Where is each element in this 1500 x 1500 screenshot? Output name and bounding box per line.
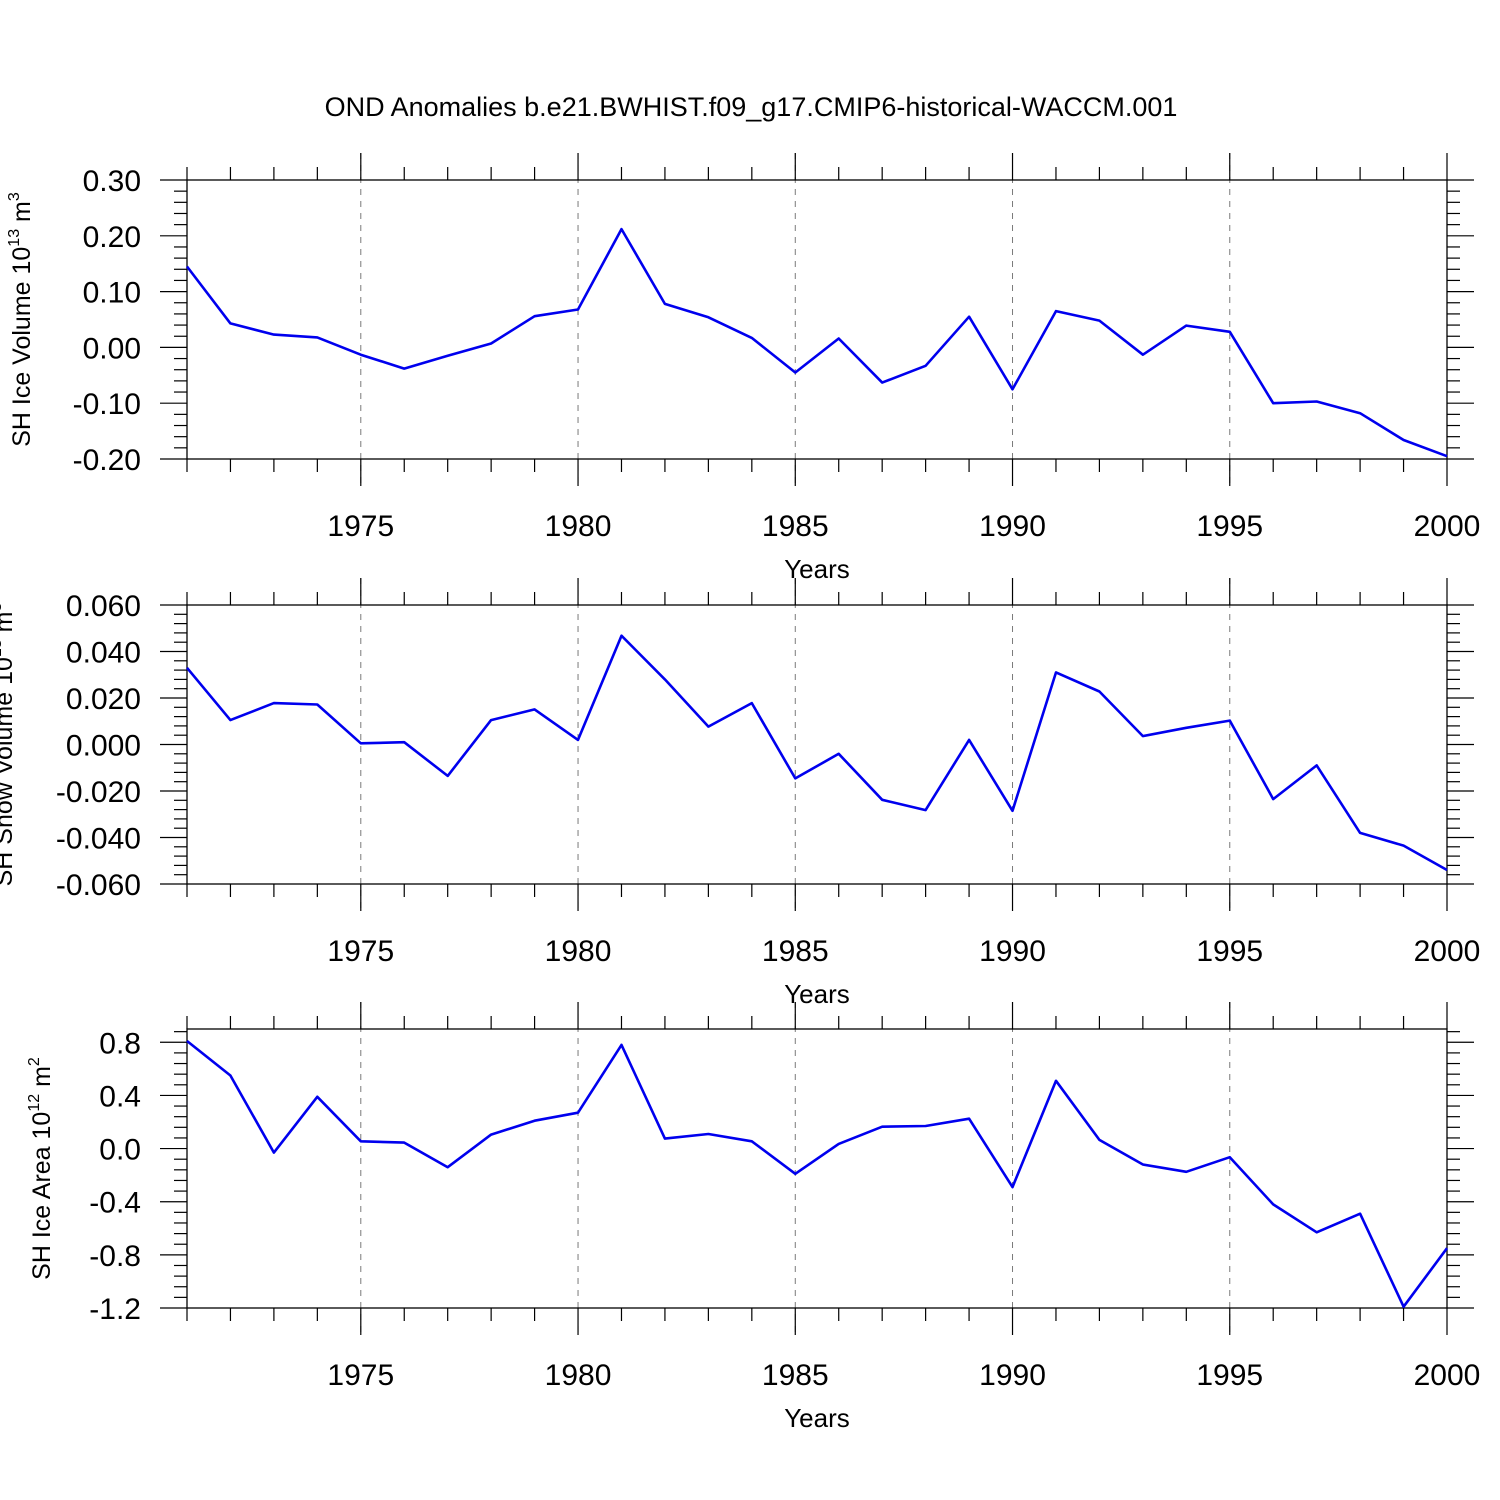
x-tick-label: 1975: [327, 1359, 394, 1392]
plot-frame: [186, 179, 1448, 460]
y-tick-label: 0.060: [66, 590, 141, 623]
y-tick-label: 0.040: [66, 637, 141, 670]
y-tick-label: 0.20: [83, 221, 141, 254]
y-axis-label: SH Snow Volume 1013 m3: [0, 603, 18, 887]
x-tick-label: 1980: [545, 1359, 612, 1392]
y-tick-label: -0.8: [89, 1240, 141, 1273]
x-axis-label: Years: [784, 1403, 850, 1433]
y-axis-label-text: m: [8, 201, 36, 229]
x-tick-label: 1985: [762, 1359, 829, 1392]
y-axis-label: SH Ice Area 1012 m2: [26, 1057, 56, 1280]
series-line: [185, 634, 1448, 872]
panel-1: 1975 1980 1985 1990 1995 2000 0.30 0.20 0.10 0.00…: [6, 153, 1480, 584]
x-axis-label: Years: [784, 554, 850, 584]
y-tick-label: 0.10: [83, 277, 141, 310]
plot-frame: [186, 1028, 1448, 1309]
y-axis-label-superscript: 12: [26, 1094, 43, 1112]
y-axis-label-superscript: 2: [26, 1057, 43, 1066]
y-tick-label: -1.2: [89, 1293, 141, 1326]
x-tick-label: 2000: [1414, 1359, 1481, 1392]
panel-2: 1975 1980 1985 1990 1995 2000 0.060 0.040 0.020 0…: [0, 578, 1480, 1009]
panel-3: 1975 1980 1985 1990 1995 2000 0.8 0.4 0.0 -0.4 -0.…: [26, 1002, 1480, 1433]
y-axis-label-superscript: 3: [6, 192, 23, 201]
x-tick-label: 2000: [1414, 935, 1481, 968]
x-tick-label: 1985: [762, 935, 829, 968]
y-tick-label: 0.00: [83, 332, 141, 365]
x-tick-label: 1990: [979, 510, 1046, 543]
x-tick-label: 1985: [762, 510, 829, 543]
y-tick-label: -0.4: [89, 1187, 141, 1220]
x-tick-label: 1995: [1196, 510, 1263, 543]
y-axis-label-superscript: 13: [0, 639, 5, 657]
series-line: [185, 227, 1448, 458]
x-tick-label: 1990: [979, 935, 1046, 968]
y-axis-label-superscript: 3: [0, 603, 5, 612]
x-tick-label: 1975: [327, 935, 394, 968]
y-tick-label: -0.20: [73, 444, 141, 477]
y-axis-label-text: m: [28, 1066, 56, 1094]
x-tick-label: 1980: [545, 510, 612, 543]
figure-title: OND Anomalies b.e21.BWHIST.f09_g17.CMIP6…: [325, 92, 1178, 122]
y-axis-label-text: SH Ice Area 10: [28, 1112, 56, 1280]
y-tick-label: -0.060: [56, 869, 141, 902]
y-tick-label: 0.4: [99, 1080, 141, 1113]
y-axis-label: SH Ice Volume 1013 m3: [6, 192, 36, 447]
x-axis-label: Years: [784, 979, 850, 1009]
x-tick-label: 1995: [1196, 1359, 1263, 1392]
plot-frame: [186, 604, 1448, 885]
y-axis-label-text: SH Snow Volume 10: [0, 657, 18, 886]
x-tick-label: 2000: [1414, 510, 1481, 543]
y-axis-label-text: SH Ice Volume 10: [8, 247, 36, 447]
y-tick-label: 0.000: [66, 730, 141, 763]
y-tick-label: 0.8: [99, 1027, 141, 1060]
x-tick-label: 1995: [1196, 935, 1263, 968]
y-tick-label: -0.10: [73, 388, 141, 421]
y-tick-label: 0.30: [83, 165, 141, 198]
x-tick-label: 1975: [327, 510, 394, 543]
y-axis-label-superscript: 13: [6, 229, 23, 247]
y-axis-label-text: m: [0, 612, 18, 640]
series-line: [186, 1039, 1449, 1308]
x-tick-label: 1980: [545, 935, 612, 968]
x-tick-label: 1990: [979, 1359, 1046, 1392]
y-tick-label: -0.020: [56, 776, 141, 809]
y-tick-label: 0.0: [99, 1134, 141, 1167]
y-tick-label: 0.020: [66, 683, 141, 716]
y-tick-label: -0.040: [56, 823, 141, 856]
